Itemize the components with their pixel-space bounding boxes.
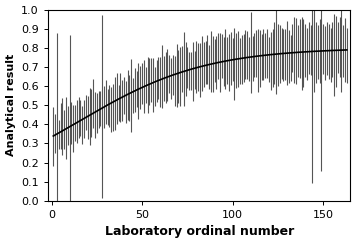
X-axis label: Laboratory ordinal number: Laboratory ordinal number (105, 225, 294, 238)
Y-axis label: Analytical result: Analytical result (6, 54, 16, 156)
